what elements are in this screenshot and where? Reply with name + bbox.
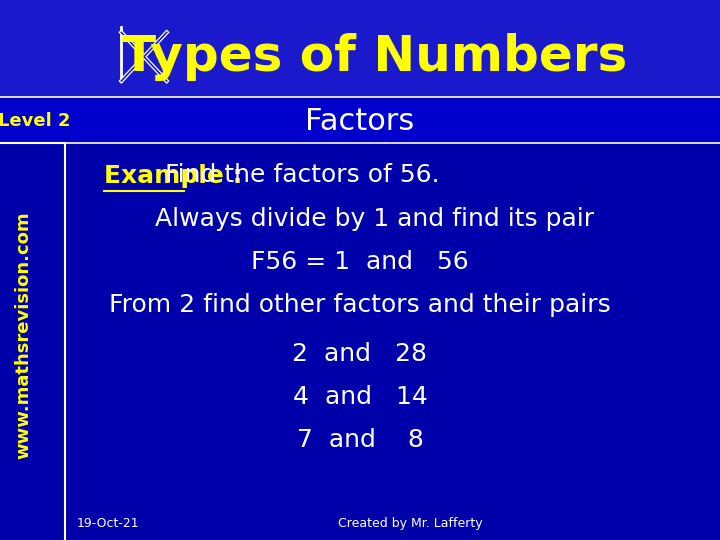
Text: Factors: Factors — [305, 107, 415, 136]
Text: www.mathsrevision.com: www.mathsrevision.com — [14, 211, 32, 458]
Bar — [0, 0, 720, 97]
Text: Find the factors of 56.: Find the factors of 56. — [165, 164, 440, 187]
Text: From 2 find other factors and their pairs: From 2 find other factors and their pair… — [109, 293, 611, 317]
Text: 19-Oct-21: 19-Oct-21 — [77, 517, 139, 530]
Text: Always divide by 1 and find its pair: Always divide by 1 and find its pair — [155, 207, 594, 231]
Text: 4  and   14: 4 and 14 — [292, 385, 428, 409]
Text: Example :: Example : — [104, 164, 243, 187]
Text: Created by Mr. Lafferty: Created by Mr. Lafferty — [338, 517, 482, 530]
Text: 2  and   28: 2 and 28 — [292, 342, 428, 366]
Text: Level 2: Level 2 — [0, 112, 71, 131]
Text: F56 = 1  and   56: F56 = 1 and 56 — [251, 250, 469, 274]
Bar — [0, 99, 720, 143]
Text: 7  and    8: 7 and 8 — [297, 428, 423, 452]
Text: Types of Numbers: Types of Numbers — [122, 33, 627, 80]
